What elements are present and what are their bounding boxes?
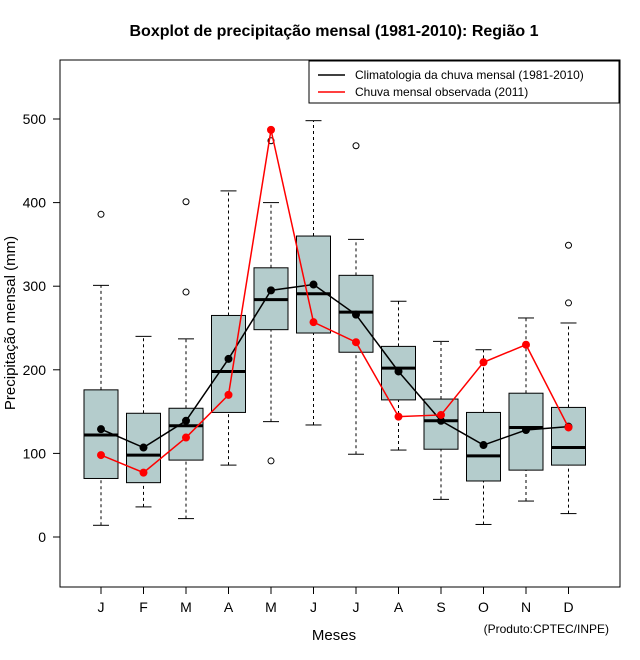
series-line-climatology [100,283,569,449]
x-tick-label: S [436,599,445,615]
box-month-12 [551,241,586,515]
outlier-point [97,210,105,218]
series-point-climatology [394,367,403,376]
y-tick-label: 400 [23,195,47,211]
x-tick-label: A [394,599,404,615]
series-point-climatology [224,354,233,363]
box-iqr [551,406,586,466]
series-point-observed [267,125,275,134]
x-tick-label: M [265,599,277,615]
series-point-climatology [97,425,105,434]
box-month-7 [338,142,374,455]
box-month-6 [296,120,331,426]
series-point-observed [394,412,403,421]
legend-label-climatology: Climatologia da chuva mensal (1981-2010) [355,68,584,82]
box-month-5 [253,137,289,465]
x-tick-label: O [478,599,489,615]
outlier-point [352,142,360,150]
x-tick-label: F [139,599,148,615]
series-line-observed [100,129,570,474]
x-tick-label: N [521,599,531,615]
product-credit: (Produto:CPTEC/INPE) [484,622,609,636]
legend-label-observed: Chuva mensal observada (2011) [355,85,528,99]
series-point-observed [139,468,148,477]
series-point-climatology [522,425,530,434]
x-tick-label: J [98,599,105,615]
series-point-observed [352,338,360,347]
box-month-1 [83,210,119,526]
y-tick-label: 100 [23,445,47,461]
y-tick-label: 200 [23,362,47,378]
legend: Climatologia da chuva mensal (1981-2010)… [308,60,620,104]
x-tick-label: J [353,599,360,615]
series-point-observed [224,390,233,399]
outlier-point [565,241,572,249]
outlier-point [182,288,190,296]
y-axis-label: Precipitação mensal (mm) [2,236,19,410]
box-month-10 [466,349,501,525]
box-month-4 [211,190,246,466]
y-tick-label: 300 [23,278,47,294]
series-point-observed [522,340,530,349]
series-point-climatology [352,310,360,319]
x-tick-label: M [180,599,192,615]
box-month-8 [381,300,416,451]
series-point-observed [479,358,488,367]
y-tick-label: 500 [23,111,47,127]
x-tick-label: D [563,599,573,615]
series-point-observed [564,423,573,432]
box-month-3 [168,198,204,520]
series-point-climatology [139,443,148,452]
y-axis: 0 100 200 300 400 500 [23,111,61,545]
series-lines-group [97,125,573,477]
boxes-group [83,120,586,526]
x-axis-label: Meses [312,627,356,644]
series-point-climatology [479,441,488,450]
x-tick-label: J [310,599,317,615]
series-point-climatology [267,286,275,295]
series-point-observed [182,433,190,442]
x-tick-label: A [224,599,234,615]
outlier-point [182,198,190,206]
box-iqr [466,411,501,482]
series-point-observed [309,318,318,327]
series-point-climatology [309,280,318,289]
box-month-2 [126,335,161,508]
legend-box [308,60,620,104]
series-point-observed [437,410,445,419]
series-point-observed [97,451,105,460]
series-point-climatology [182,416,190,425]
y-tick-label: 0 [38,529,46,545]
outlier-point [267,457,275,465]
outlier-point [565,299,572,307]
chart-title: Boxplot de precipitação mensal (1981-201… [129,23,538,40]
